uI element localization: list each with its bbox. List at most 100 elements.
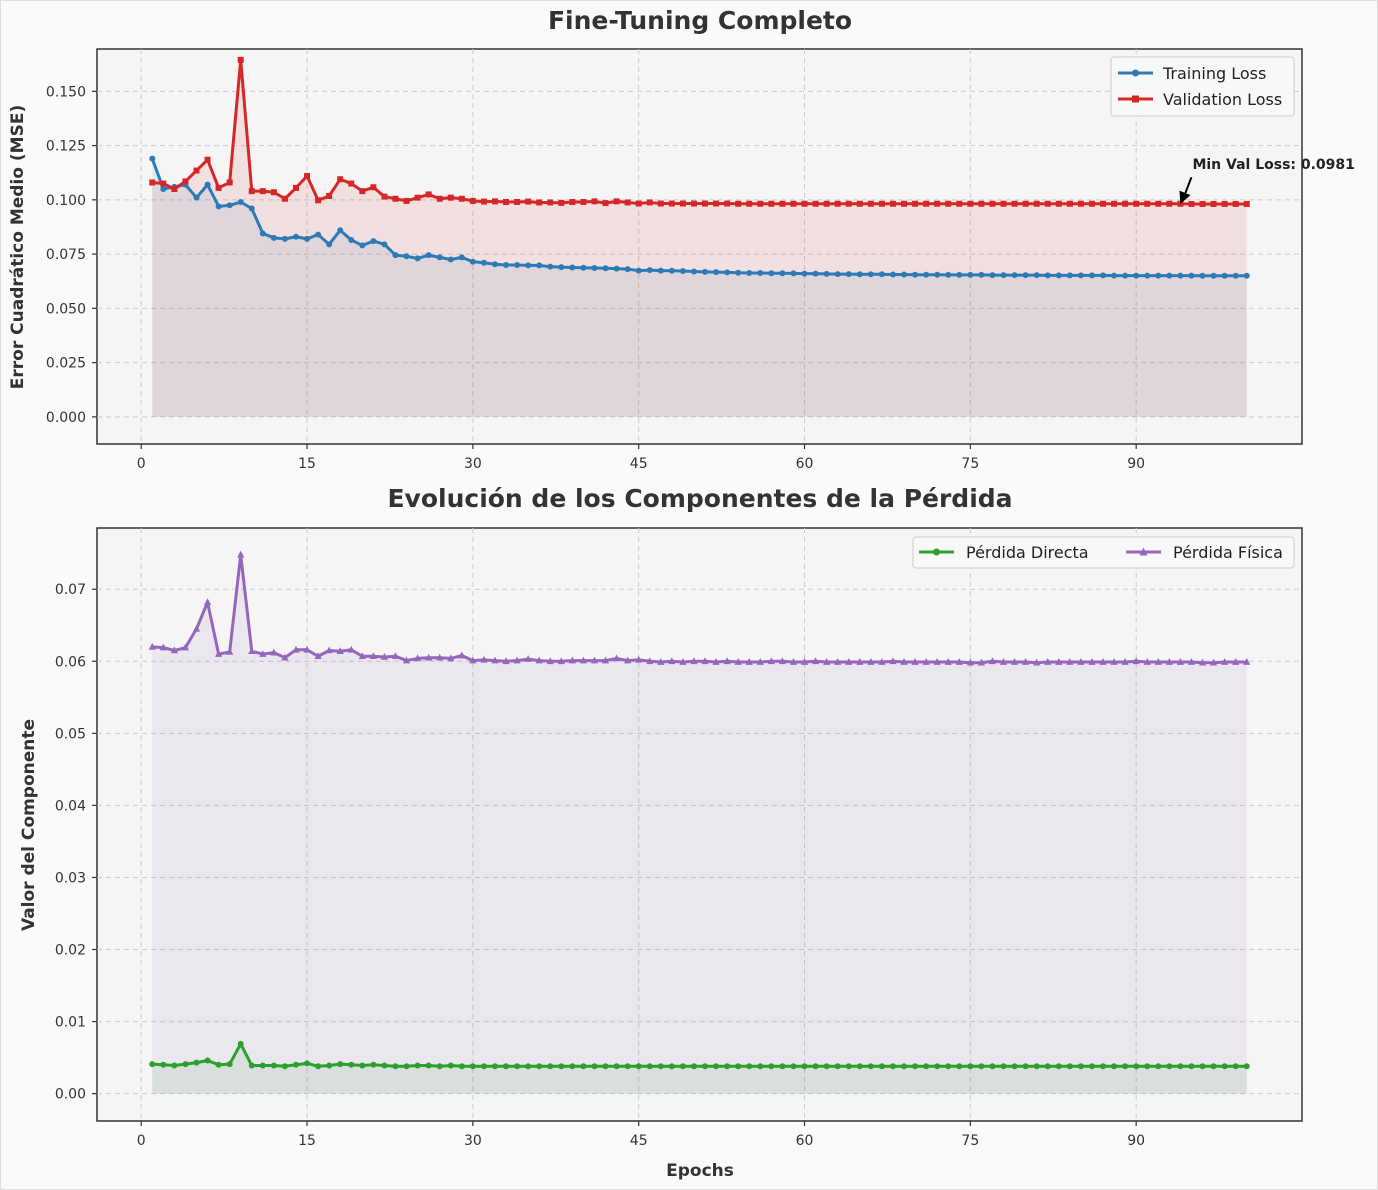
- data-point: [812, 270, 819, 277]
- data-point: [967, 271, 974, 278]
- data-point: [1111, 272, 1118, 279]
- data-point: [458, 254, 465, 261]
- data-point: [148, 642, 156, 650]
- data-point: [149, 155, 156, 162]
- data-point: [679, 200, 686, 207]
- data-point: [547, 199, 554, 206]
- data-point: [756, 658, 764, 665]
- annotation-arrowhead: [1179, 190, 1191, 204]
- plot-area: [96, 527, 1303, 1122]
- data-point: [668, 657, 676, 665]
- y-tick-label: 0.000: [46, 410, 86, 426]
- y-tick-label: 0.05: [55, 726, 86, 742]
- data-point: [1133, 200, 1140, 207]
- data-point: [1188, 272, 1195, 279]
- data-point: [414, 1062, 421, 1069]
- x-tick-label: 90: [1127, 456, 1145, 472]
- data-point: [668, 200, 675, 207]
- axis-ticks: 0 15 30 45 60 75 90 0.000 0.025 0.050 0.075 0.100 0.…: [46, 84, 1145, 472]
- data-point: [1111, 200, 1118, 207]
- legend: Pérdida Directa Pérdida Física: [912, 536, 1295, 569]
- data-point: [878, 271, 885, 278]
- data-point: [690, 200, 697, 207]
- data-point: [1188, 200, 1195, 207]
- data-point: [901, 1063, 908, 1070]
- data-point: [425, 191, 432, 198]
- data-point: [690, 268, 697, 275]
- y-tick-label: 0.025: [46, 356, 86, 372]
- data-point: [624, 656, 632, 664]
- data-point: [149, 1061, 156, 1068]
- data-point: [713, 269, 720, 276]
- data-point: [967, 1063, 974, 1070]
- data-point: [447, 654, 455, 662]
- data-point: [391, 652, 400, 660]
- data-point: [447, 1062, 454, 1069]
- data-point: [635, 1063, 642, 1070]
- data-point: [746, 1063, 753, 1070]
- data-point: [1232, 272, 1239, 279]
- data-point: [413, 654, 422, 662]
- data-point: [1177, 272, 1184, 279]
- x-axis-label: Epochs: [666, 1161, 734, 1181]
- data-point: [635, 267, 642, 274]
- area-fills: [152, 554, 1247, 1094]
- data-point: [823, 1063, 830, 1070]
- data-point: [1044, 658, 1052, 665]
- data-point: [226, 1061, 233, 1068]
- data-point: [514, 199, 521, 206]
- data-point: [259, 1062, 266, 1069]
- data-point: [403, 253, 410, 260]
- data-point: [182, 1061, 189, 1068]
- data-point: [579, 656, 588, 664]
- data-point: [1100, 1063, 1107, 1070]
- data-point: [1055, 1063, 1062, 1070]
- data-point: [281, 1063, 288, 1070]
- data-point: [1199, 272, 1206, 279]
- data-point: [901, 271, 908, 278]
- data-point: [1221, 200, 1228, 207]
- data-point: [1088, 658, 1096, 665]
- data-point: [779, 200, 786, 207]
- y-tick-label: 0.01: [55, 1015, 86, 1031]
- annotation-text: Min Val Loss: 0.0981: [1192, 157, 1354, 173]
- data-point: [347, 645, 355, 653]
- data-point: [712, 658, 720, 665]
- data-point: [237, 199, 244, 206]
- data-point: [812, 1063, 819, 1070]
- data-point: [1143, 658, 1151, 665]
- data-point: [834, 1063, 841, 1070]
- data-point: [624, 266, 631, 273]
- data-point: [491, 656, 499, 664]
- data-point: [381, 1062, 388, 1069]
- data-point: [1154, 658, 1162, 665]
- data-point: [657, 658, 665, 665]
- data-point: [734, 658, 742, 665]
- data-point: [469, 197, 476, 204]
- data-point: [889, 1063, 896, 1070]
- data-point: [800, 658, 809, 665]
- data-point: [215, 1061, 222, 1068]
- legend: Training Loss Validation Loss: [1110, 56, 1295, 117]
- x-tick-label: 45: [630, 1133, 648, 1149]
- data-point: [259, 188, 266, 195]
- series-area-fill: [152, 554, 1247, 1094]
- data-point: [503, 199, 510, 206]
- data-point: [1077, 1063, 1084, 1070]
- data-point: [370, 1061, 377, 1068]
- data-point: [1088, 272, 1095, 279]
- data-point: [469, 1063, 476, 1070]
- data-point: [1155, 200, 1162, 207]
- data-point: [1044, 272, 1051, 279]
- series-lines: [149, 56, 1250, 279]
- data-point: [724, 269, 731, 276]
- series-line: [152, 1042, 1247, 1068]
- data-point: [204, 1057, 211, 1064]
- data-point: [867, 200, 874, 207]
- data-point: [403, 197, 410, 204]
- data-point: [491, 261, 498, 268]
- legend-box: [912, 536, 1295, 569]
- loss-components-chart: Evolución de los Componentes de la Pérdi…: [19, 484, 1303, 1181]
- data-point: [149, 179, 156, 186]
- x-tick-label: 60: [796, 1133, 814, 1149]
